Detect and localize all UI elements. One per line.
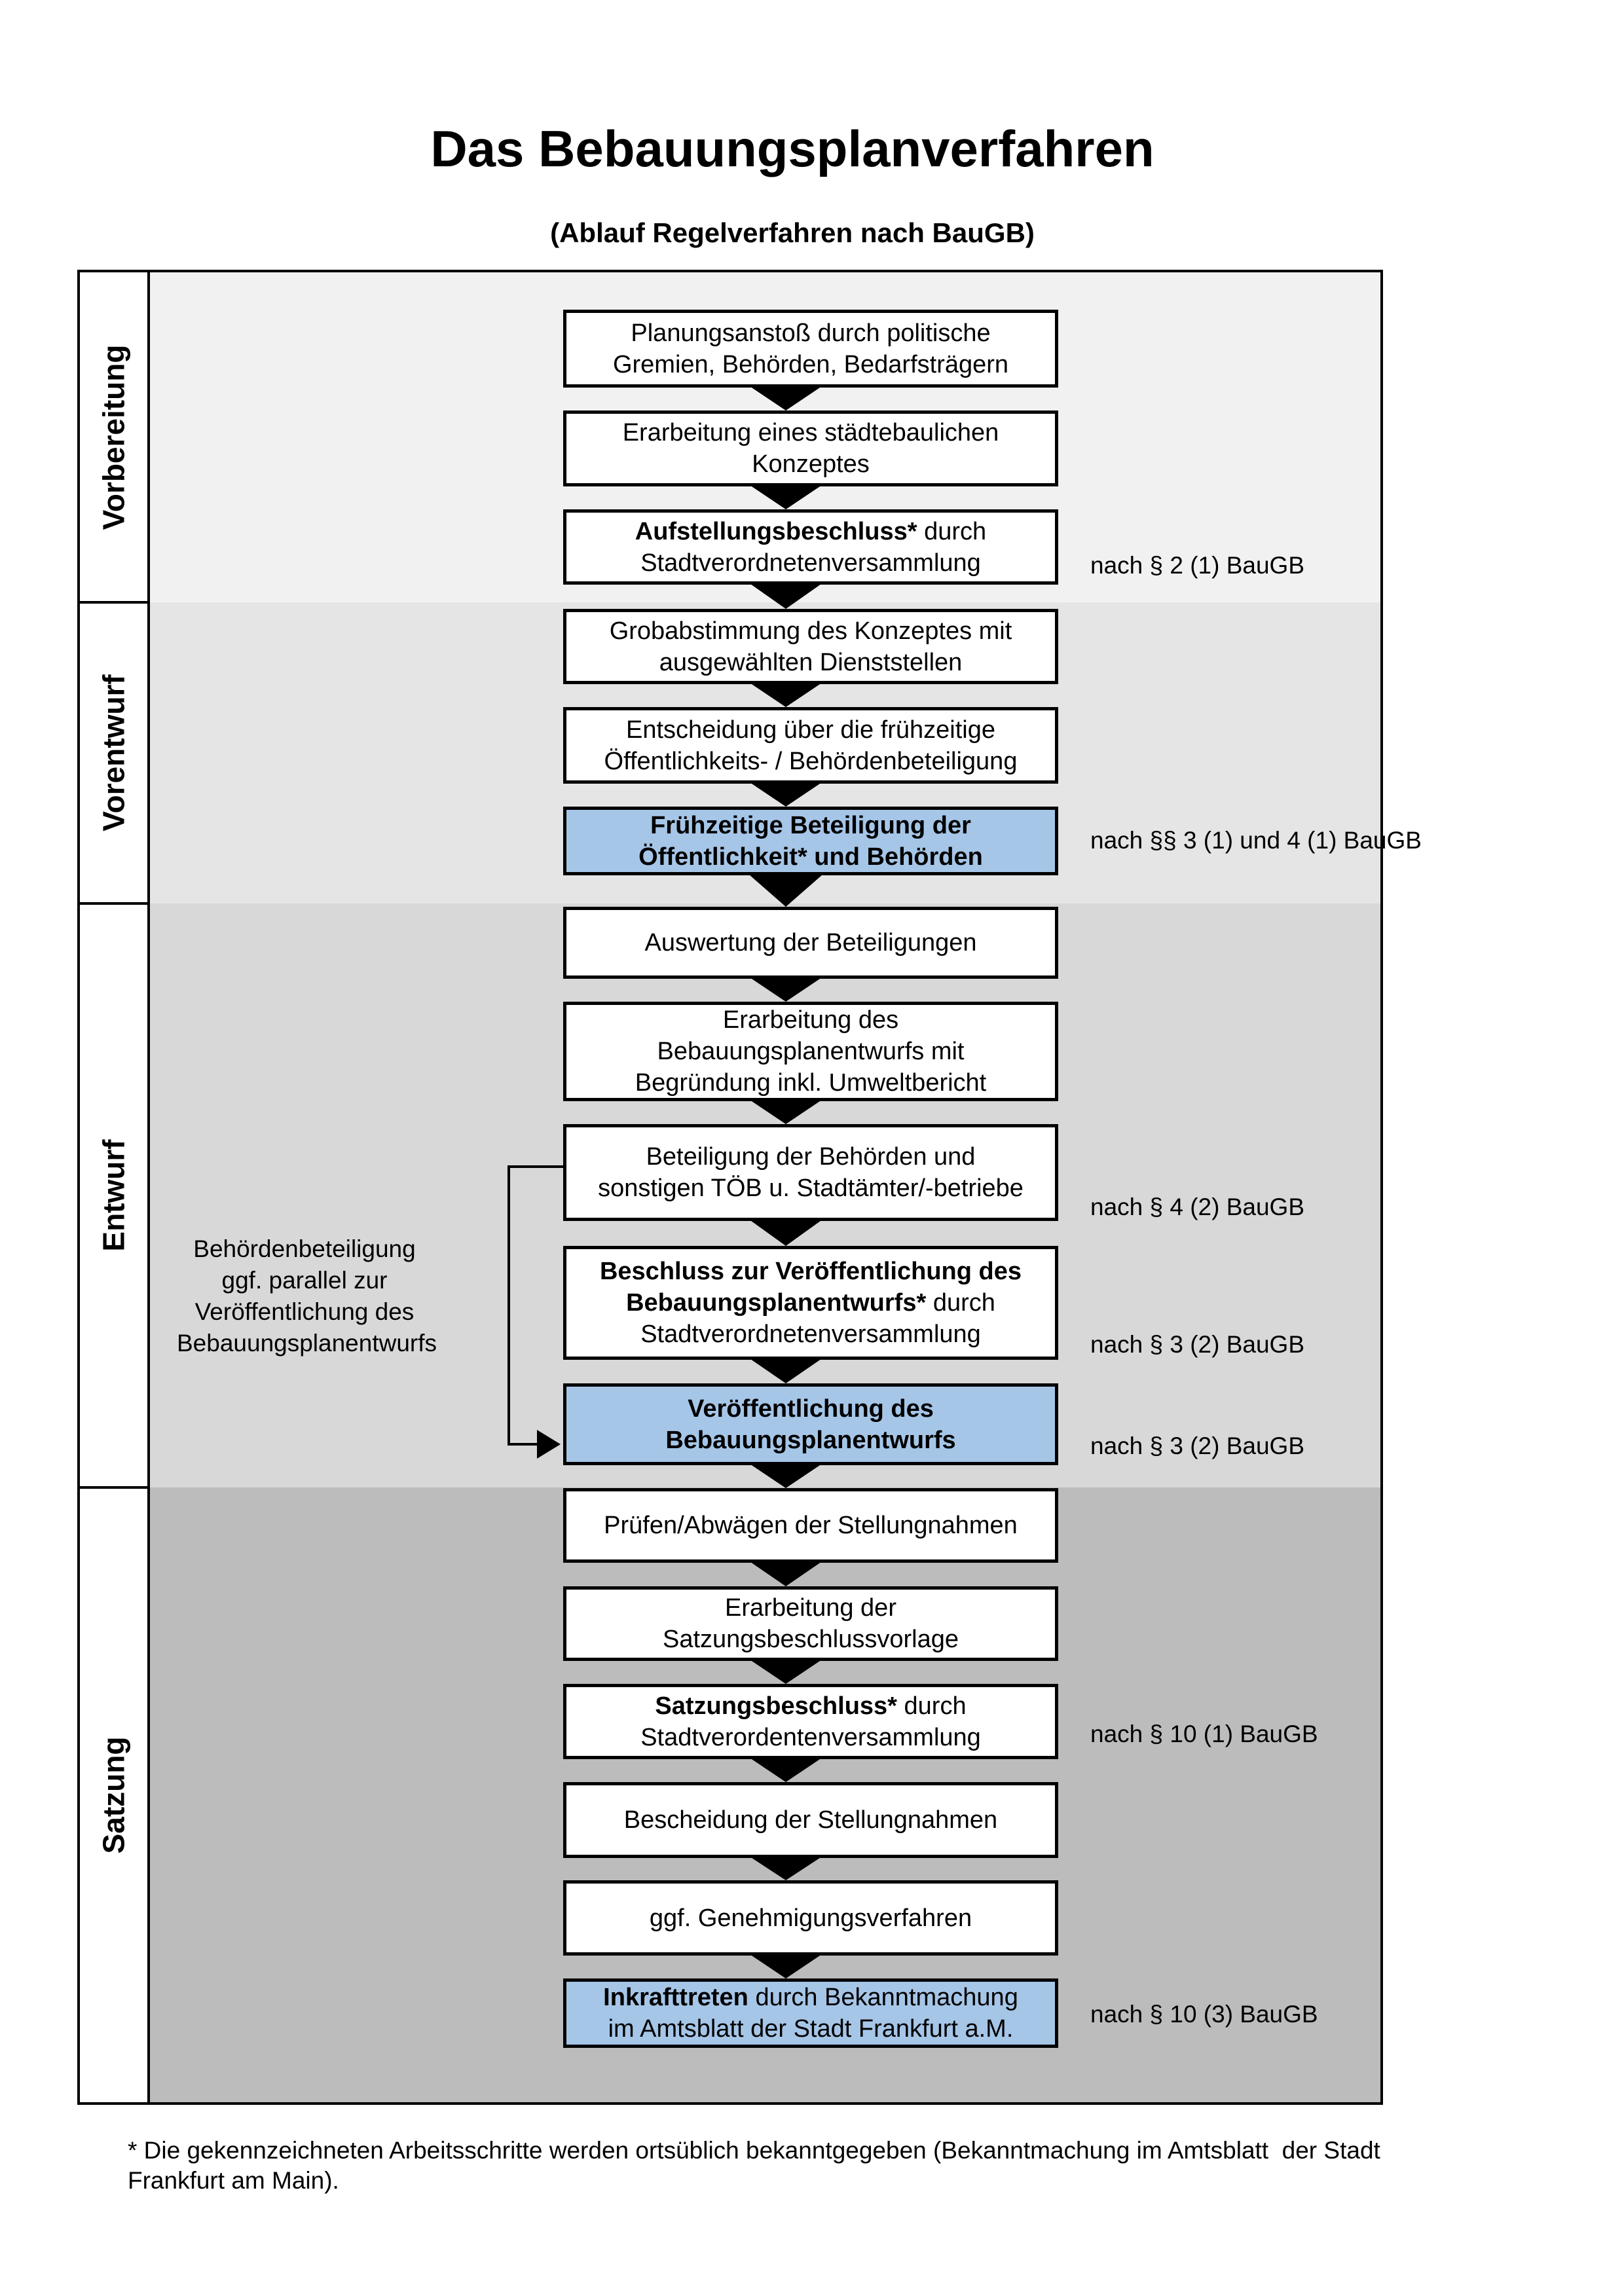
flow-arrow-down xyxy=(744,870,828,907)
legal-annotation: nach § 10 (3) BauGB xyxy=(1090,2001,1318,2028)
flow-box-erarbeitung-satzungsbeschlussvorlage: Erarbeitung der Satzungsbeschlussvorlage xyxy=(563,1586,1058,1661)
flow-box-auswertung-beteiligungen: Auswertung der Beteiligungen xyxy=(563,907,1058,979)
flow-box-line: Bescheidung der Stellungnahmen xyxy=(623,1806,998,1834)
flow-box-line: Erarbeitung des xyxy=(722,1006,899,1034)
flow-box-line: Veröffentlichung des xyxy=(688,1394,934,1423)
phase-label-satzung: Satzung xyxy=(80,1487,147,2102)
flow-box-line: Bebauungsplanentwurfs xyxy=(665,1426,956,1454)
flow-box-beteiligung-behoerden-toeb: Beteiligung der Behörden und sonstigen TÖ… xyxy=(563,1124,1058,1221)
connector-top-stub xyxy=(507,1165,563,1168)
flow-box-pruefen-abwaegen-stellungnahmen: Prüfen/Abwägen der Stellungnahmen xyxy=(563,1488,1058,1563)
flow-box-line: Satzungsbeschluss* durch xyxy=(655,1692,967,1720)
flow-box-erarbeitung-bebauungsplanentwurf: Erarbeitung des Bebauungsplanentwurfs mit… xyxy=(563,1002,1058,1101)
phase-separator-line xyxy=(77,1486,150,1489)
phase-label-text: Vorbereitung xyxy=(96,344,131,530)
connector-vertical xyxy=(507,1165,510,1446)
flow-box-konzept-erarbeitung: Erarbeitung eines städtebaulichen Konzept… xyxy=(563,410,1058,486)
flow-box-line: Planungsanstoß durch politische xyxy=(631,319,991,347)
flow-box-line: Entscheidung über die frühzeitige xyxy=(625,716,996,744)
flow-box-line: sonstigen TÖB u. Stadtämter/-betriebe xyxy=(598,1175,1024,1202)
phase-label-column-divider xyxy=(147,270,150,2105)
page-title: Das Bebauungsplanverfahren xyxy=(430,120,1154,177)
legal-annotation: nach § 4 (2) BauGB xyxy=(1090,1194,1305,1220)
side-note-line: Veröffentlichung des xyxy=(194,1298,415,1325)
flow-box-line: Inkrafttreten durch Bekanntmachung xyxy=(603,1984,1018,2011)
side-note-behoerdenbeteiligung: Behördenbeteiligung ggf. parallel zur Verö… xyxy=(177,1233,437,1359)
flow-box-line: Öffentlichkeits- / Behördenbeteiligung xyxy=(604,747,1018,775)
phase-label-text: Vorentwurf xyxy=(96,674,131,831)
flow-box-line: Bebauungsplanentwurfs mit xyxy=(657,1038,965,1065)
footnote: * Die gekennzeichneten Arbeitsschritte w… xyxy=(128,2137,1380,2194)
connector-bottom xyxy=(507,1443,540,1446)
flow-box-veroeffentlichung-entwurf: Veröffentlichung des Bebauungsplanentwurf… xyxy=(563,1383,1058,1465)
phase-label-vorbereitung: Vorbereitung xyxy=(80,272,147,602)
legal-annotation: nach § 3 (2) BauGB xyxy=(1090,1331,1305,1358)
flow-box-line: im Amtsblatt der Stadt Frankfurt a.M. xyxy=(608,2015,1014,2043)
phase-label-text: Entwurf xyxy=(96,1139,131,1252)
flow-box-grobabstimmung: Grobabstimmung des Konzeptes mit ausgewäh… xyxy=(563,609,1058,684)
phase-separator-line xyxy=(77,601,150,604)
flow-box-genehmigungsverfahren: ggf. Genehmigungsverfahren xyxy=(563,1880,1058,1956)
flow-box-line: Gremien, Behörden, Bedarfsträgern xyxy=(612,350,1009,378)
flow-box-line: ausgewählten Dienststellen xyxy=(659,648,963,676)
flow-box-line: Aufstellungsbeschluss* durch xyxy=(635,517,987,545)
side-note-line: Bebauungsplanentwurfs xyxy=(177,1330,437,1357)
flow-box-line: Prüfen/Abwägen der Stellungnahmen xyxy=(604,1512,1018,1539)
flow-box-line: Frühzeitige Beteiligung der xyxy=(650,811,971,839)
page-subtitle: (Ablauf Regelverfahren nach BauGB) xyxy=(550,217,1035,248)
flow-box-bescheidung-stellungnahmen: Bescheidung der Stellungnahmen xyxy=(563,1782,1058,1858)
side-note-line: ggf. parallel zur xyxy=(221,1267,388,1294)
flow-box-line: Stadtverordentenversammlung xyxy=(640,1723,981,1751)
flow-box-line: Satzungsbeschlussvorlage xyxy=(662,1626,959,1653)
flow-box-line: Stadtverordnetenversammlung xyxy=(640,1321,981,1348)
flow-box-line: Grobabstimmung des Konzeptes mit xyxy=(609,617,1012,645)
flow-box-aufstellungsbeschluss: Aufstellungsbeschluss* durch Stadtverordn… xyxy=(563,509,1058,585)
phase-separator-line xyxy=(77,902,150,905)
flow-box-beschluss-veroeffentlichung: Beschluss zur Veröffentlichung des Bebauu… xyxy=(563,1246,1058,1360)
phase-label-vorentwurf: Vorentwurf xyxy=(80,602,147,903)
flow-box-line: Auswertung der Beteiligungen xyxy=(644,929,977,957)
flow-box-line: Begründung inkl. Umweltbericht xyxy=(635,1069,987,1097)
side-note-line: Behördenbeteiligung xyxy=(193,1235,416,1262)
flow-box-planungsanstoss: Planungsanstoß durch politische Gremien, … xyxy=(563,310,1058,388)
flow-box-line: Beteiligung der Behörden und xyxy=(646,1143,976,1171)
phase-label-entwurf: Entwurf xyxy=(80,903,147,1487)
flow-box-satzungsbeschluss: Satzungsbeschluss* durch Stadtverordenten… xyxy=(563,1684,1058,1759)
flow-box-line: ggf. Genehmigungsverfahren xyxy=(649,1904,972,1932)
legal-annotation: nach § 2 (1) BauGB xyxy=(1090,552,1305,579)
flow-box-line: Stadtverordnetenversammlung xyxy=(640,549,981,577)
flow-box-line: Konzeptes xyxy=(752,450,870,478)
flow-box-inkrafttreten: Inkrafttreten durch Bekanntmachung im Amt… xyxy=(563,1978,1058,2048)
legal-annotation: nach § 3 (2) BauGB xyxy=(1090,1432,1305,1459)
flow-box-entscheidung-fruehzeitige-beteiligung: Entscheidung über die frühzeitige Öffentl… xyxy=(563,707,1058,784)
flow-box-line: Öffentlichkeit* und Behörden xyxy=(638,843,983,871)
connector-arrowhead-right xyxy=(537,1430,561,1459)
legal-annotation: nach § 10 (1) BauGB xyxy=(1090,1721,1318,1747)
flow-box-line: Beschluss zur Veröffentlichung des xyxy=(599,1258,1022,1285)
legal-annotation: nach §§ 3 (1) und 4 (1) BauGB xyxy=(1090,827,1422,854)
flow-box-line: Erarbeitung eines städtebaulichen xyxy=(622,419,999,446)
phase-label-text: Satzung xyxy=(96,1736,131,1853)
flow-box-line: Erarbeitung der xyxy=(725,1594,896,1622)
flow-box-fruehzeitige-beteiligung: Frühzeitige Beteiligung der Öffentlichkei… xyxy=(563,807,1058,875)
flow-box-line: Bebauungsplanentwurfs* durch xyxy=(626,1289,995,1317)
